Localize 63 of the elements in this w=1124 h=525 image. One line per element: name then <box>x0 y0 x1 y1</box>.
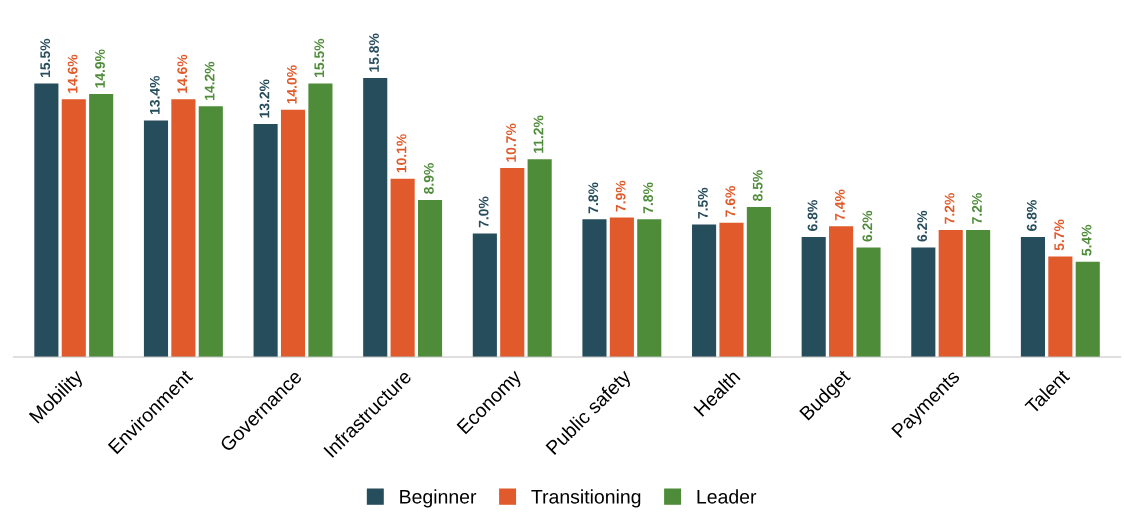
bar <box>801 236 826 357</box>
data-label: 6.8% <box>1026 200 1037 231</box>
bar <box>856 247 881 357</box>
data-label: 14.6% <box>177 54 188 93</box>
data-label: 11.2% <box>533 115 544 153</box>
data-label: 15.8% <box>369 33 379 72</box>
bar <box>198 106 223 357</box>
data-label: 6.2% <box>862 210 873 242</box>
bar <box>363 78 388 357</box>
legend-label: Leader <box>697 489 757 504</box>
data-label: 6.8% <box>807 200 818 231</box>
bar <box>89 93 114 357</box>
bar <box>609 217 634 357</box>
data-label: 7.5% <box>698 187 708 219</box>
bar <box>417 199 443 357</box>
data-label: 8.5% <box>752 170 763 201</box>
data-label: 7.2% <box>944 193 955 224</box>
data-label: 5.7% <box>1054 219 1065 251</box>
bar <box>143 120 169 357</box>
bar <box>1020 236 1045 357</box>
data-label: 14.0% <box>286 65 297 104</box>
bar <box>308 83 333 357</box>
data-label: 7.4% <box>835 189 845 221</box>
data-label: 15.5% <box>314 38 325 77</box>
bar <box>280 109 306 357</box>
data-label: 7.8% <box>643 182 653 214</box>
bar <box>390 178 415 357</box>
bar <box>527 159 552 357</box>
bar <box>938 229 963 357</box>
bar <box>472 233 497 357</box>
data-label: 14.9% <box>95 49 105 88</box>
data-label: 13.4% <box>149 75 160 115</box>
bar <box>500 168 525 357</box>
data-label: 14.2% <box>204 61 215 100</box>
legend-label: Transitioning <box>531 489 641 508</box>
bar <box>1048 256 1073 357</box>
bar <box>582 219 607 357</box>
legend-label: Beginner <box>400 489 477 508</box>
bar <box>746 206 771 357</box>
bar <box>692 224 717 357</box>
data-label: 6.2% <box>917 210 928 242</box>
data-label: 8.9% <box>423 163 434 194</box>
bar <box>719 222 744 357</box>
bar <box>1075 261 1100 357</box>
data-label: 7.2% <box>972 193 982 224</box>
bar <box>253 123 278 357</box>
data-label: 15.5% <box>40 38 51 77</box>
bar <box>171 99 196 357</box>
data-label: 7.0% <box>478 196 489 228</box>
data-label: 13.2% <box>259 79 270 118</box>
data-label: 14.6% <box>67 54 78 93</box>
data-label: 7.6% <box>725 186 736 217</box>
data-label: 5.4% <box>1081 224 1092 256</box>
data-label: 10.1% <box>396 134 407 173</box>
bar <box>61 99 86 357</box>
data-label: 7.9% <box>615 180 626 212</box>
data-label: 7.8% <box>588 182 599 214</box>
bar <box>966 229 991 357</box>
bar <box>637 219 662 357</box>
data-label: 10.7% <box>506 123 516 162</box>
bar <box>34 83 59 357</box>
bar <box>911 247 936 357</box>
bar <box>829 226 854 357</box>
